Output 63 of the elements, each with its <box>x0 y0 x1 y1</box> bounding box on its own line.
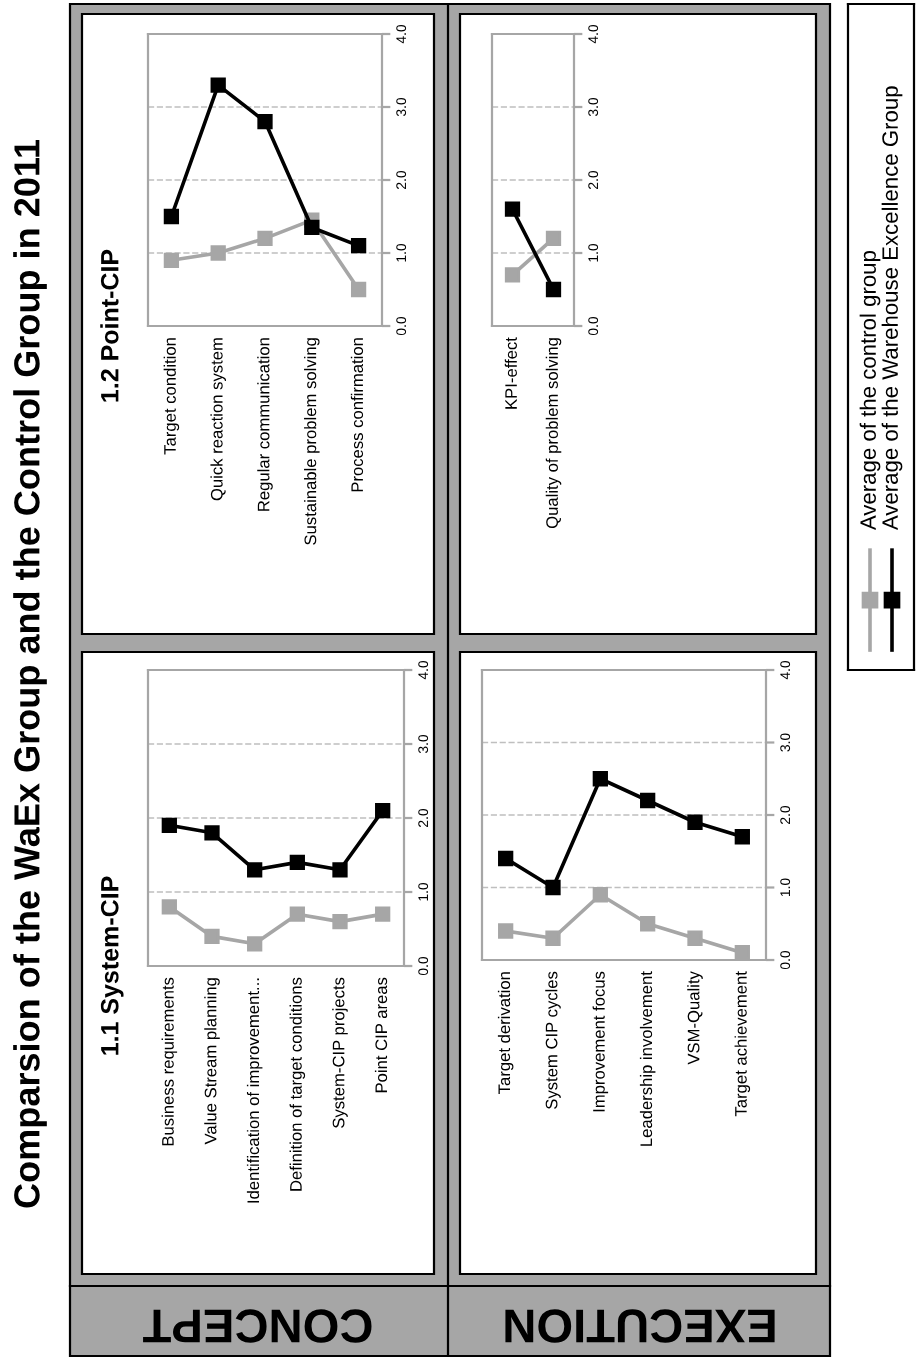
x-tick-label: Regular communication <box>257 338 273 511</box>
x-tick-label: Process confirmation <box>350 338 364 492</box>
point <box>640 916 656 932</box>
point <box>504 267 521 283</box>
x-tick-label: Point CIP areas <box>374 977 388 1093</box>
point <box>350 238 367 254</box>
point <box>163 208 180 225</box>
point <box>592 887 608 903</box>
point <box>545 930 561 946</box>
point <box>204 825 220 841</box>
x-tick-label: Value Stream planning <box>204 978 220 1145</box>
point <box>375 802 391 819</box>
point <box>163 252 180 268</box>
text: Average of the Warehouse Excellence Group <box>881 86 903 531</box>
point <box>210 245 226 261</box>
point <box>504 201 521 217</box>
point <box>204 928 220 945</box>
x-tick-label: Leadership involvement <box>639 971 656 1146</box>
point <box>498 850 514 867</box>
x-tick-label: Target achievement <box>734 971 751 1117</box>
point <box>161 817 177 834</box>
x-tick-label: Identification of improvement... <box>246 978 263 1203</box>
point <box>304 219 320 236</box>
point <box>332 913 348 930</box>
point <box>375 906 391 922</box>
point <box>247 936 263 952</box>
point <box>498 923 514 939</box>
text: Average of the control group <box>859 251 881 531</box>
x-tick-label: System CIP cycles <box>545 971 561 1109</box>
point <box>257 113 273 130</box>
point <box>592 771 608 787</box>
x-tick-label: Business requirements <box>161 977 178 1146</box>
point <box>210 77 226 93</box>
x-tick-label: Definition of target conditions <box>289 977 306 1191</box>
point <box>545 230 562 247</box>
x-tick-label: Quality of problem solving <box>545 338 562 529</box>
x-tick-label: Improvement focus <box>592 971 609 1112</box>
x-tick-label: Target derivation <box>497 972 514 1094</box>
point <box>734 945 750 960</box>
point <box>350 281 367 298</box>
x-tick-label: Sustainable problem solving <box>304 338 320 545</box>
point <box>687 930 703 946</box>
point <box>332 862 348 878</box>
x-tick-label: Target condition <box>163 338 180 455</box>
x-tick-label: VSM-Quality <box>687 971 703 1065</box>
point <box>545 281 562 298</box>
x-tick-label: KPI-effect <box>504 337 517 409</box>
text: CONCEPT <box>143 1309 372 1343</box>
x-tick-label: System-CIP projects <box>332 977 348 1128</box>
text: Comparsion of the WaEx Group and the Control Group in 2011 <box>13 139 47 1208</box>
text: 1.2 Point-CIP <box>100 249 119 402</box>
point <box>257 230 273 247</box>
text: 1.1 System-CIP <box>100 876 124 1055</box>
point <box>545 879 561 896</box>
point <box>687 814 703 830</box>
text: EXECUTION <box>505 1309 775 1343</box>
point <box>161 899 177 915</box>
point <box>247 862 263 878</box>
x-tick-label: Quick reaction system <box>210 338 226 501</box>
point <box>640 792 656 809</box>
point <box>289 906 305 922</box>
point <box>289 854 305 871</box>
point <box>734 829 750 845</box>
